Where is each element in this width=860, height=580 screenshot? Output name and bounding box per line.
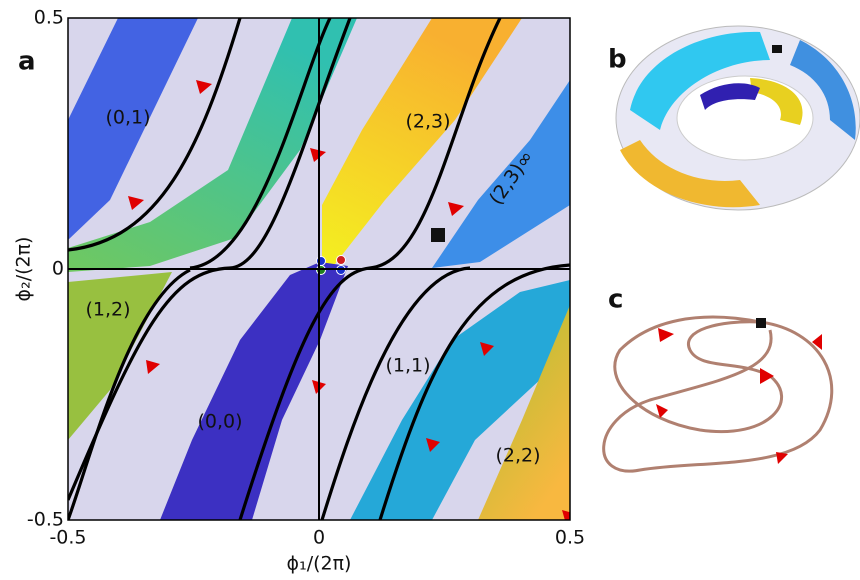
y-tick-label: 0 <box>52 258 64 280</box>
x-axis-label: ϕ₁/(2π) <box>287 553 352 575</box>
torus <box>616 26 860 210</box>
figure: -0.500.5-0.500.5ϕ₁/(2π)ϕ₂/(2π)(0,1)(2,3)… <box>0 0 860 580</box>
y-tick-label: -0.5 <box>27 509 64 531</box>
panel-label: c <box>608 285 623 315</box>
y-axis-label: ϕ₂/(2π) <box>13 237 35 302</box>
region-label: (0,0) <box>197 411 242 433</box>
y-tick-label: 0.5 <box>34 7 64 29</box>
region-label: (0,1) <box>105 107 150 129</box>
region-label: (2,2) <box>495 445 540 467</box>
knot <box>604 317 832 471</box>
region-label: (1,1) <box>385 355 430 377</box>
region-label: (2,3) <box>405 111 450 133</box>
marker <box>431 228 445 242</box>
panel-label: b <box>608 45 627 75</box>
panel-label: a <box>18 47 36 77</box>
region-label: (1,2) <box>85 299 130 321</box>
x-tick-label: 0 <box>313 527 325 549</box>
x-tick-label: 0.5 <box>555 527 585 549</box>
